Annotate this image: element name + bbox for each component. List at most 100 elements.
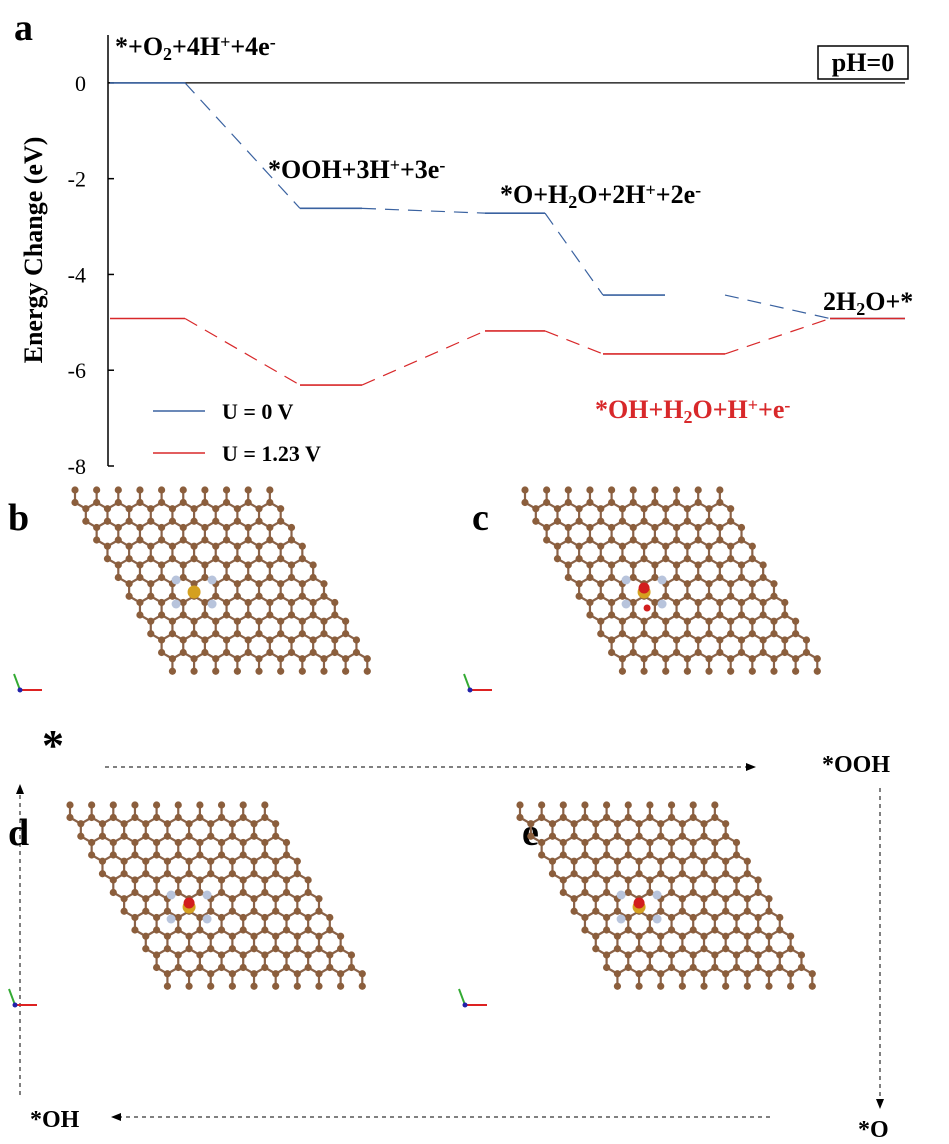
atom bbox=[131, 914, 138, 921]
atom bbox=[765, 908, 772, 915]
step-label-part: + bbox=[646, 180, 656, 200]
atom bbox=[169, 630, 176, 637]
atom bbox=[234, 593, 241, 600]
atom bbox=[695, 649, 702, 656]
atom bbox=[71, 486, 78, 493]
oxygen bbox=[184, 898, 195, 909]
atom bbox=[700, 870, 707, 877]
atom bbox=[71, 499, 78, 506]
atom bbox=[175, 964, 182, 971]
atom bbox=[158, 649, 165, 656]
step-label: *OH+H2O+H++e- bbox=[595, 395, 790, 427]
atom bbox=[733, 839, 740, 846]
atom bbox=[657, 870, 664, 877]
atom bbox=[315, 933, 322, 940]
atom bbox=[294, 970, 301, 977]
atom bbox=[153, 926, 160, 933]
atom bbox=[630, 574, 637, 581]
atom bbox=[765, 945, 772, 952]
axis-y bbox=[464, 674, 470, 690]
atom bbox=[266, 649, 273, 656]
atom bbox=[630, 611, 637, 618]
step-label-part: +3e bbox=[400, 155, 439, 184]
atom bbox=[142, 820, 149, 827]
atom bbox=[700, 908, 707, 915]
state-label: *O bbox=[858, 1117, 889, 1143]
atom bbox=[608, 536, 615, 543]
atom bbox=[679, 870, 686, 877]
atom bbox=[722, 933, 729, 940]
atom bbox=[668, 889, 675, 896]
atom bbox=[158, 536, 165, 543]
atom bbox=[749, 580, 756, 587]
atom bbox=[603, 926, 610, 933]
atom bbox=[538, 851, 545, 858]
atom bbox=[126, 543, 133, 550]
atom bbox=[245, 524, 252, 531]
atom bbox=[657, 858, 664, 865]
atom bbox=[153, 801, 160, 808]
atom bbox=[283, 851, 290, 858]
atom bbox=[207, 833, 214, 840]
atom bbox=[690, 801, 697, 808]
atom bbox=[679, 908, 686, 915]
step-label-part: +e bbox=[758, 395, 784, 424]
atom bbox=[630, 486, 637, 493]
atom bbox=[131, 801, 138, 808]
atom bbox=[164, 933, 171, 940]
step-label-part: *+O bbox=[115, 32, 163, 61]
atom bbox=[294, 908, 301, 915]
atom bbox=[229, 820, 236, 827]
atom bbox=[608, 649, 615, 656]
atom bbox=[608, 561, 615, 568]
atom bbox=[662, 543, 669, 550]
atom bbox=[603, 851, 610, 858]
atom bbox=[576, 543, 583, 550]
atom bbox=[690, 876, 697, 883]
atom bbox=[722, 820, 729, 827]
atom bbox=[342, 618, 349, 625]
structure bbox=[9, 801, 366, 1007]
atom bbox=[690, 889, 697, 896]
atom bbox=[261, 801, 268, 808]
atom bbox=[245, 499, 252, 506]
atom bbox=[814, 655, 821, 662]
atom bbox=[272, 933, 279, 940]
atom bbox=[571, 820, 578, 827]
y-axis-label: Energy Change (eV) bbox=[19, 137, 48, 364]
atom bbox=[625, 814, 632, 821]
atom bbox=[684, 543, 691, 550]
step-label-part: + bbox=[748, 395, 758, 415]
atom bbox=[651, 561, 658, 568]
nitrogen bbox=[622, 600, 631, 609]
step-label-part: - bbox=[270, 32, 276, 52]
atom bbox=[250, 970, 257, 977]
atom bbox=[716, 611, 723, 618]
atom bbox=[727, 555, 734, 562]
atom bbox=[690, 964, 697, 971]
atom bbox=[218, 851, 225, 858]
atom bbox=[679, 820, 686, 827]
atom bbox=[722, 858, 729, 865]
atom bbox=[261, 926, 268, 933]
atom bbox=[164, 820, 171, 827]
atom bbox=[798, 964, 805, 971]
atom bbox=[223, 561, 230, 568]
atom bbox=[229, 908, 236, 915]
atom bbox=[359, 983, 366, 990]
atom bbox=[744, 908, 751, 915]
atom bbox=[250, 895, 257, 902]
atom bbox=[294, 858, 301, 865]
atom bbox=[581, 814, 588, 821]
atom bbox=[277, 543, 284, 550]
y-tick-label: -6 bbox=[68, 358, 86, 383]
atom bbox=[201, 561, 208, 568]
oxygen bbox=[644, 605, 651, 612]
atom bbox=[218, 914, 225, 921]
atom bbox=[662, 518, 669, 525]
atom bbox=[543, 524, 550, 531]
atom bbox=[201, 499, 208, 506]
atom bbox=[136, 611, 143, 618]
atom bbox=[147, 518, 154, 525]
atom bbox=[684, 580, 691, 587]
